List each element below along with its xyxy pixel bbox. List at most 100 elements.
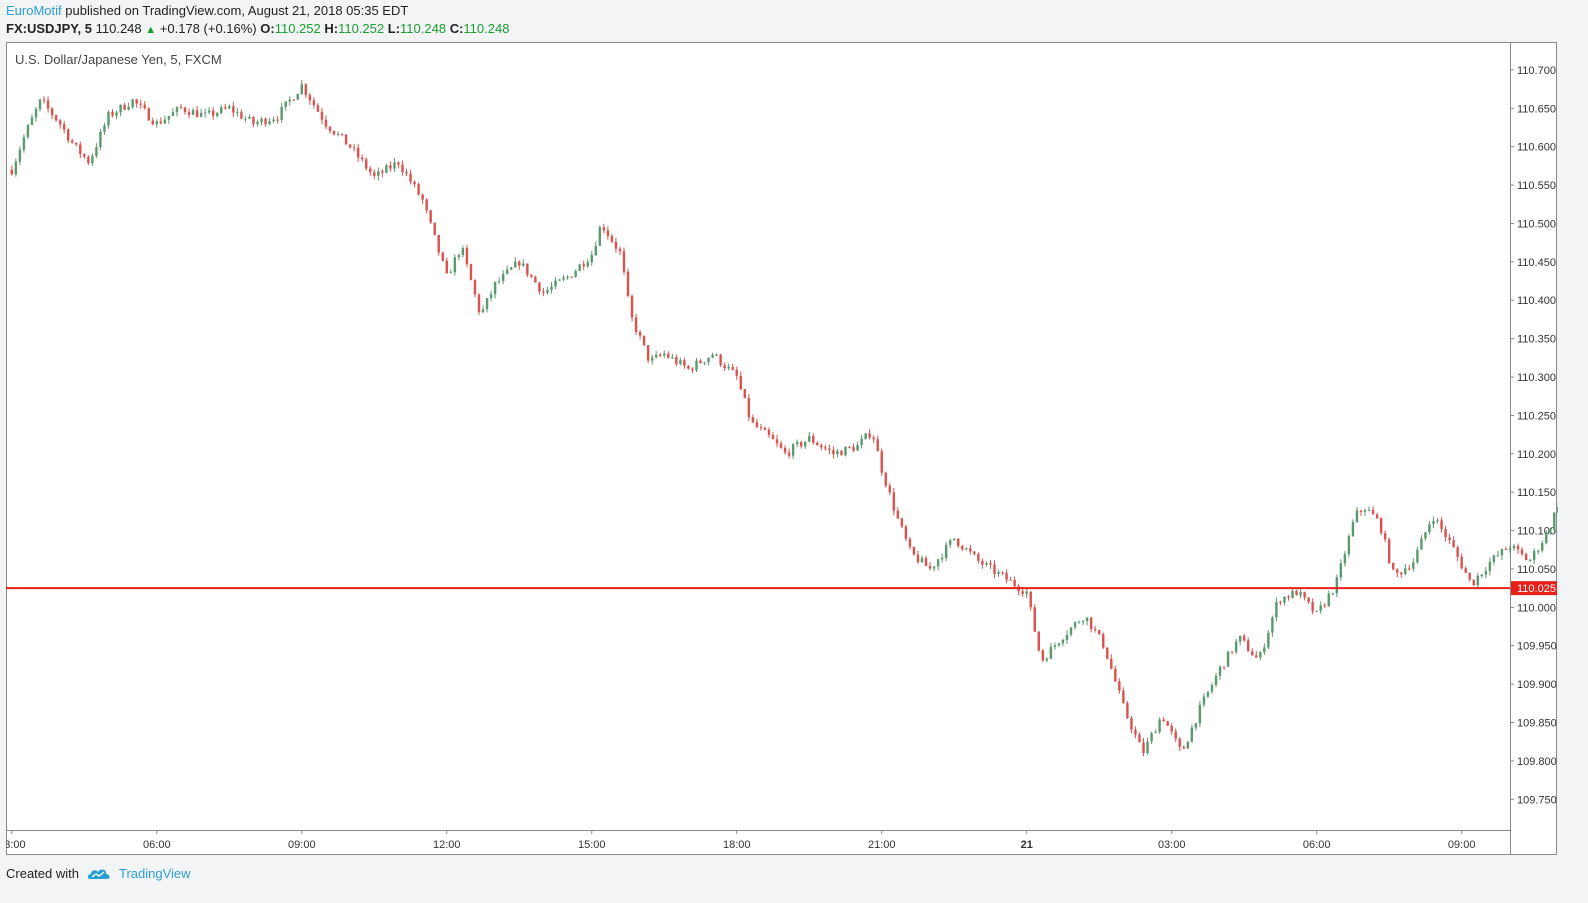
author-link[interactable]: EuroMotif xyxy=(6,3,62,18)
candle-body xyxy=(240,112,243,119)
x-tick-label: 03:00 xyxy=(1158,839,1186,851)
candle-body xyxy=(920,557,924,563)
candle-body xyxy=(771,434,775,440)
candle-body xyxy=(912,546,916,555)
candle-body xyxy=(1118,681,1121,691)
candle-body xyxy=(155,121,159,125)
candle-body xyxy=(1400,572,1403,575)
published-text: published on TradingView.com, August 21,… xyxy=(65,3,409,18)
candle-body xyxy=(876,439,879,452)
candle-body xyxy=(328,126,332,131)
y-tick-label: 110.250 xyxy=(1517,410,1556,422)
candle-body xyxy=(671,357,674,359)
close-value: 110.248 xyxy=(463,21,510,36)
candle-body xyxy=(505,269,509,274)
candle-body xyxy=(779,443,783,448)
candle-body xyxy=(437,234,440,253)
candle-body xyxy=(743,389,747,399)
candle-body xyxy=(856,444,859,451)
candle-body xyxy=(663,353,666,356)
candle-body xyxy=(1383,533,1387,540)
candle-body xyxy=(614,241,618,249)
candle-body xyxy=(22,137,26,150)
candle-body xyxy=(1460,556,1463,569)
candle-body xyxy=(1464,568,1467,573)
candle-body xyxy=(224,107,227,109)
candle-body xyxy=(18,149,22,162)
candle-body xyxy=(489,294,493,299)
candle-body xyxy=(1456,547,1459,557)
tradingview-link[interactable]: TradingView xyxy=(118,866,191,881)
candle-body xyxy=(824,447,827,449)
candle-body xyxy=(441,252,444,261)
candle-body xyxy=(1126,703,1129,718)
candle-body xyxy=(1432,520,1435,525)
candle-body xyxy=(1170,725,1173,732)
candle-body xyxy=(1347,536,1351,555)
candle-body xyxy=(34,109,38,118)
candle-body xyxy=(1110,658,1113,669)
candle-body xyxy=(324,119,328,127)
candle-body xyxy=(723,365,726,369)
candle-body xyxy=(1488,561,1492,572)
candle-body xyxy=(1508,548,1512,550)
candle-body xyxy=(775,439,779,444)
candle-body xyxy=(256,122,259,125)
candle-body xyxy=(1150,733,1153,742)
candle-body xyxy=(54,115,58,121)
candle-body xyxy=(892,492,896,511)
x-tick-label: 12:00 xyxy=(433,839,461,851)
candlestick-chart[interactable]: U.S. Dollar/Japanese Yen, 5, FXCM 110.700… xyxy=(6,42,1558,856)
candle-body xyxy=(26,124,30,138)
candle-body xyxy=(453,257,457,273)
candle-body xyxy=(1545,532,1548,543)
chart-area[interactable]: U.S. Dollar/Japanese Yen, 5, FXCM 110.700… xyxy=(6,42,1558,856)
candle-body xyxy=(1355,510,1359,522)
candle-body xyxy=(1452,540,1455,548)
candle-body xyxy=(413,181,416,185)
y-tick-label: 110.200 xyxy=(1517,449,1556,461)
candle-body xyxy=(365,159,368,169)
candle-body xyxy=(421,194,424,200)
candle-body xyxy=(107,111,110,126)
candle-body xyxy=(638,332,642,336)
candle-body xyxy=(787,452,791,456)
candle-body xyxy=(352,147,356,149)
candle-body xyxy=(1158,719,1161,733)
candle-body xyxy=(1057,643,1061,646)
candle-body xyxy=(940,558,944,560)
candle-body xyxy=(659,354,662,356)
open-label: O: xyxy=(260,21,275,36)
candle-body xyxy=(1480,574,1484,577)
x-tick-label: 09:00 xyxy=(288,839,316,851)
y-tick-label: 110.600 xyxy=(1517,142,1556,154)
candle-body xyxy=(95,147,98,156)
candle-body xyxy=(433,222,436,235)
candle-body xyxy=(1536,550,1540,552)
candle-body xyxy=(634,317,638,333)
candle-body xyxy=(340,133,344,135)
candle-body xyxy=(944,544,948,559)
y-tick-label: 110.150 xyxy=(1517,487,1556,499)
candle-body xyxy=(320,111,324,120)
candle-body xyxy=(791,444,795,456)
candle-body xyxy=(71,140,74,143)
y-tick-label: 110.500 xyxy=(1517,218,1556,230)
candle-body xyxy=(735,369,738,376)
candle-body xyxy=(687,365,690,369)
candle-body xyxy=(316,105,320,112)
candle-body xyxy=(1001,572,1004,574)
candle-body xyxy=(1210,685,1214,692)
candle-body xyxy=(493,282,497,295)
candle-body xyxy=(14,161,18,175)
candle-body xyxy=(336,133,340,135)
candle-body xyxy=(936,559,940,567)
candle-body xyxy=(361,157,364,160)
candle-body xyxy=(211,110,215,116)
candle-body xyxy=(747,398,751,418)
footer: Created with TradingView xyxy=(6,866,191,881)
candle-body xyxy=(1106,647,1109,659)
candle-body xyxy=(473,280,477,295)
candle-body xyxy=(264,118,267,125)
level-price-label: 110.025 xyxy=(1517,583,1556,595)
